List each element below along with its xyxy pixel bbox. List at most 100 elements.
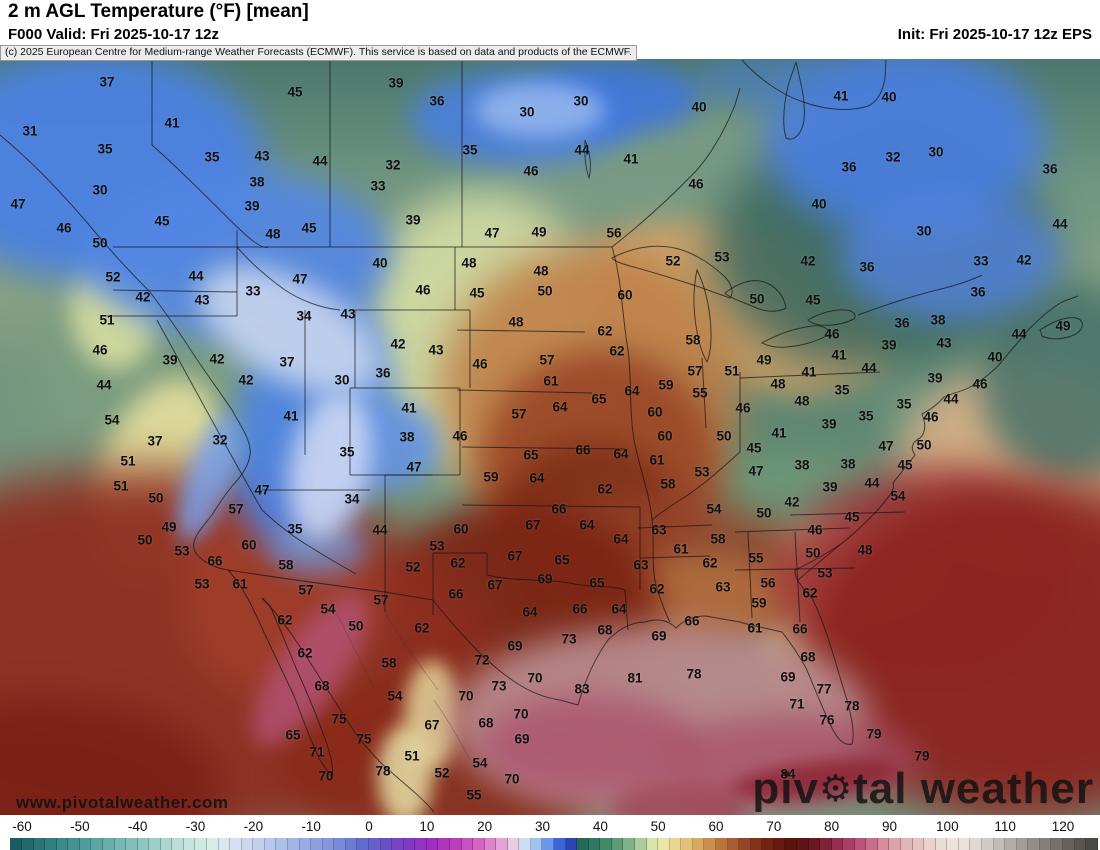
colorbar-gradient [0, 838, 1100, 850]
colorbar-cell [403, 838, 416, 850]
watermark-url: www.pivotalweather.com [16, 793, 229, 812]
colorbar-cell [912, 838, 925, 850]
colorbar-cell [658, 838, 670, 850]
colorbar-cell [253, 838, 265, 850]
colorbar-cell [692, 838, 705, 850]
colorbar-cell [982, 838, 994, 850]
colorbar-cell [22, 838, 34, 850]
temperature-map [0, 59, 1100, 815]
colorbar-cell [507, 838, 520, 850]
colorbar-tick-label: -40 [127, 819, 148, 834]
colorbar-cell [866, 838, 878, 850]
colorbar-cell [958, 838, 971, 850]
colorbar-cell [808, 838, 821, 850]
colorbar-cell [264, 838, 277, 850]
colorbar-cell [715, 838, 728, 850]
colorbar-tick-label: 10 [419, 819, 435, 834]
colorbar-cell [739, 838, 751, 850]
colorbar-cell [796, 838, 809, 850]
colorbar-cell [288, 838, 300, 850]
colorbar-cell [392, 838, 404, 850]
colorbar-tick-label: 30 [534, 819, 550, 834]
colorbar-cell [993, 838, 1006, 850]
colorbar-cell [854, 838, 867, 850]
colorbar-cell [33, 838, 46, 850]
colorbar-tick-label: -60 [12, 819, 32, 834]
colorbar-cell [924, 838, 936, 850]
colorbar-cell [368, 838, 381, 850]
colorbar-cell [45, 838, 57, 850]
copyright-text: (c) 2025 European Centre for Medium-rang… [0, 45, 637, 61]
colorbar-cell [1039, 838, 1052, 850]
colorbar-cell [299, 838, 312, 850]
colorbar-cell [889, 838, 902, 850]
colorbar-cell [345, 838, 358, 850]
colorbar-tick-label: 60 [708, 819, 724, 834]
colorbar-cell [704, 838, 716, 850]
colorbar-cell [935, 838, 948, 850]
colorbar-cell [218, 838, 231, 850]
colorbar-cell [750, 838, 763, 850]
colorbar-cell [669, 838, 682, 850]
colorbar-cell [276, 838, 289, 850]
page-title: 2 m AGL Temperature (°F) [mean] [8, 1, 309, 22]
colorbar-cell [565, 838, 578, 850]
colorbar-tick-label: -20 [243, 819, 264, 834]
colorbar-cell [947, 838, 959, 850]
colorbar-cell [901, 838, 913, 850]
colorbar-cell [542, 838, 555, 850]
colorbar-tick-label: 100 [936, 819, 959, 834]
colorbar-cell [970, 838, 983, 850]
colorbar-tick-label: 120 [1051, 819, 1075, 834]
colorbar-cell [449, 838, 462, 850]
gear-icon: ⚙ [818, 768, 854, 809]
colorbar-cell [415, 838, 427, 850]
colorbar-cell [334, 838, 346, 850]
colorbar-tick-label: 0 [365, 819, 373, 834]
colorbar-cell [1005, 838, 1017, 850]
colorbar-cell [1016, 838, 1029, 850]
colorbar-cell [820, 838, 832, 850]
colorbar-cell [102, 838, 115, 850]
colorbar-tick-label: 20 [477, 819, 493, 834]
colorbar-cell [1051, 838, 1063, 850]
valid-time-text: F000 Valid: Fri 2025-10-17 12z [8, 26, 219, 43]
colorbar-cell [554, 838, 566, 850]
colorbar-cell [160, 838, 173, 850]
colorbar-cell [623, 838, 636, 850]
colorbar-cell [195, 838, 208, 850]
colorbar-cell [831, 838, 844, 850]
colorbar-cell [530, 838, 543, 850]
colorbar-cell [600, 838, 612, 850]
colorbar-cell [230, 838, 242, 850]
colorbar-cell [496, 838, 508, 850]
colorbar-cell [635, 838, 647, 850]
colorbar-cell [843, 838, 855, 850]
colorbar-cell [762, 838, 774, 850]
colorbar-cell [773, 838, 786, 850]
colorbar-tick-label: 80 [824, 819, 840, 834]
colorbar-cell [172, 838, 184, 850]
colorbar-cell [681, 838, 693, 850]
colorbar-cell [519, 838, 531, 850]
colorbar-tick-label: -50 [70, 819, 90, 834]
colorbar-cell [785, 838, 797, 850]
colorbar-cell [56, 838, 69, 850]
colorbar-cell [114, 838, 127, 850]
colorbar-cell [577, 838, 589, 850]
colorbar-cell [461, 838, 474, 850]
colorbar-cell [727, 838, 740, 850]
colorbar-cell [357, 838, 369, 850]
colorbar-cell [611, 838, 624, 850]
colorbar-cell [241, 838, 254, 850]
colorbar-tick-label: 70 [766, 819, 782, 834]
colorbar-cell [68, 838, 80, 850]
colorbar-tick-label: 50 [650, 819, 666, 834]
colorbar-cell [1062, 838, 1075, 850]
colorbar-cell [473, 838, 485, 850]
colorbar-tick-label: 40 [592, 819, 608, 834]
logo-text-prefix: piv [752, 764, 819, 813]
colorbar-cell [137, 838, 150, 850]
colorbar-cell [10, 838, 22, 850]
